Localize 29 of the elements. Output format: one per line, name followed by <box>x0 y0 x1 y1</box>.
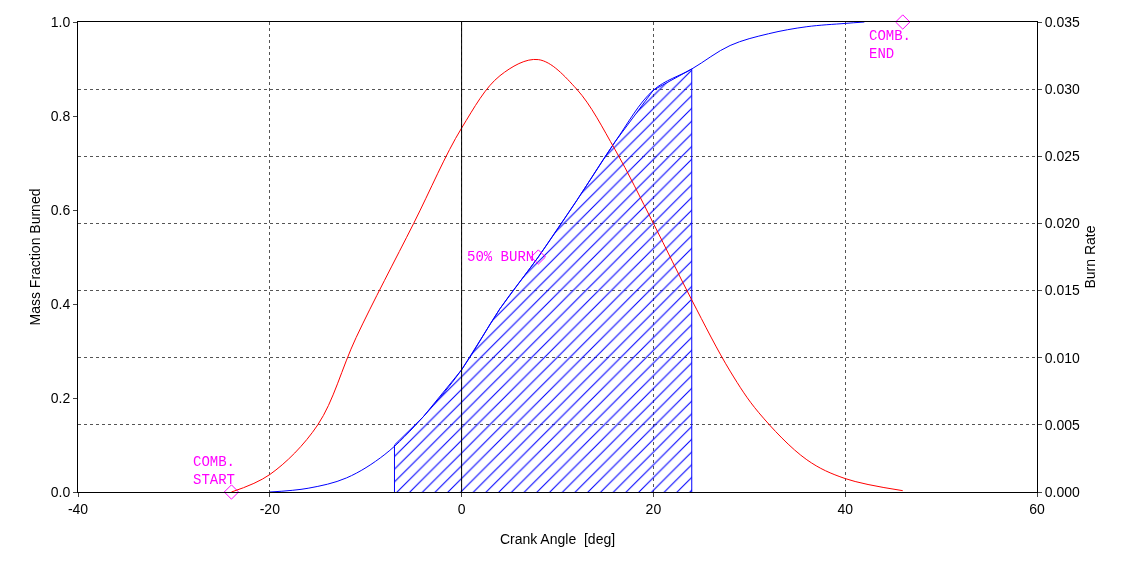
y2-tick-label: 0.030 <box>1044 81 1081 98</box>
y-tick-label: 0.8 <box>50 107 71 124</box>
y2-tick-label: 0.015 <box>1044 282 1081 299</box>
x-tick-label: -20 <box>259 500 281 517</box>
x-axis-title: Crank Angle [deg] <box>499 531 616 547</box>
y2-tick-label: 0.000 <box>1044 483 1081 500</box>
annotation: 50% BURN <box>467 249 535 265</box>
annotation: COMB. END <box>869 28 912 63</box>
y-tick-label: 0.4 <box>50 295 71 312</box>
x-tick-label: 60 <box>1029 500 1045 517</box>
y-tick-label: 0.2 <box>50 389 71 406</box>
y2-tick-label: 0.010 <box>1044 349 1081 366</box>
point <box>223 484 240 500</box>
x-tick-label: 40 <box>837 500 854 517</box>
y-tick-label: 0.6 <box>50 201 71 218</box>
y2-tick-label: 0.025 <box>1044 148 1081 165</box>
x-tick-label: 20 <box>645 500 662 517</box>
y2-axis-title: Burn Rate <box>1082 225 1099 289</box>
y2-tick-label: 0.020 <box>1044 215 1081 232</box>
point <box>895 14 911 30</box>
x-tick-label: -40 <box>67 500 89 517</box>
y2-tick-label: 0.035 <box>1044 13 1081 30</box>
annotation: COMB. START <box>193 454 236 489</box>
y2-tick-label: 0.005 <box>1044 416 1081 433</box>
y-tick-label: 0.0 <box>50 483 71 500</box>
x-tick-label: 0 <box>457 500 466 517</box>
y-axis-title: Mass Fraction Burned <box>27 188 43 326</box>
line-series <box>269 22 865 492</box>
y-tick-label: 1.0 <box>50 13 71 30</box>
